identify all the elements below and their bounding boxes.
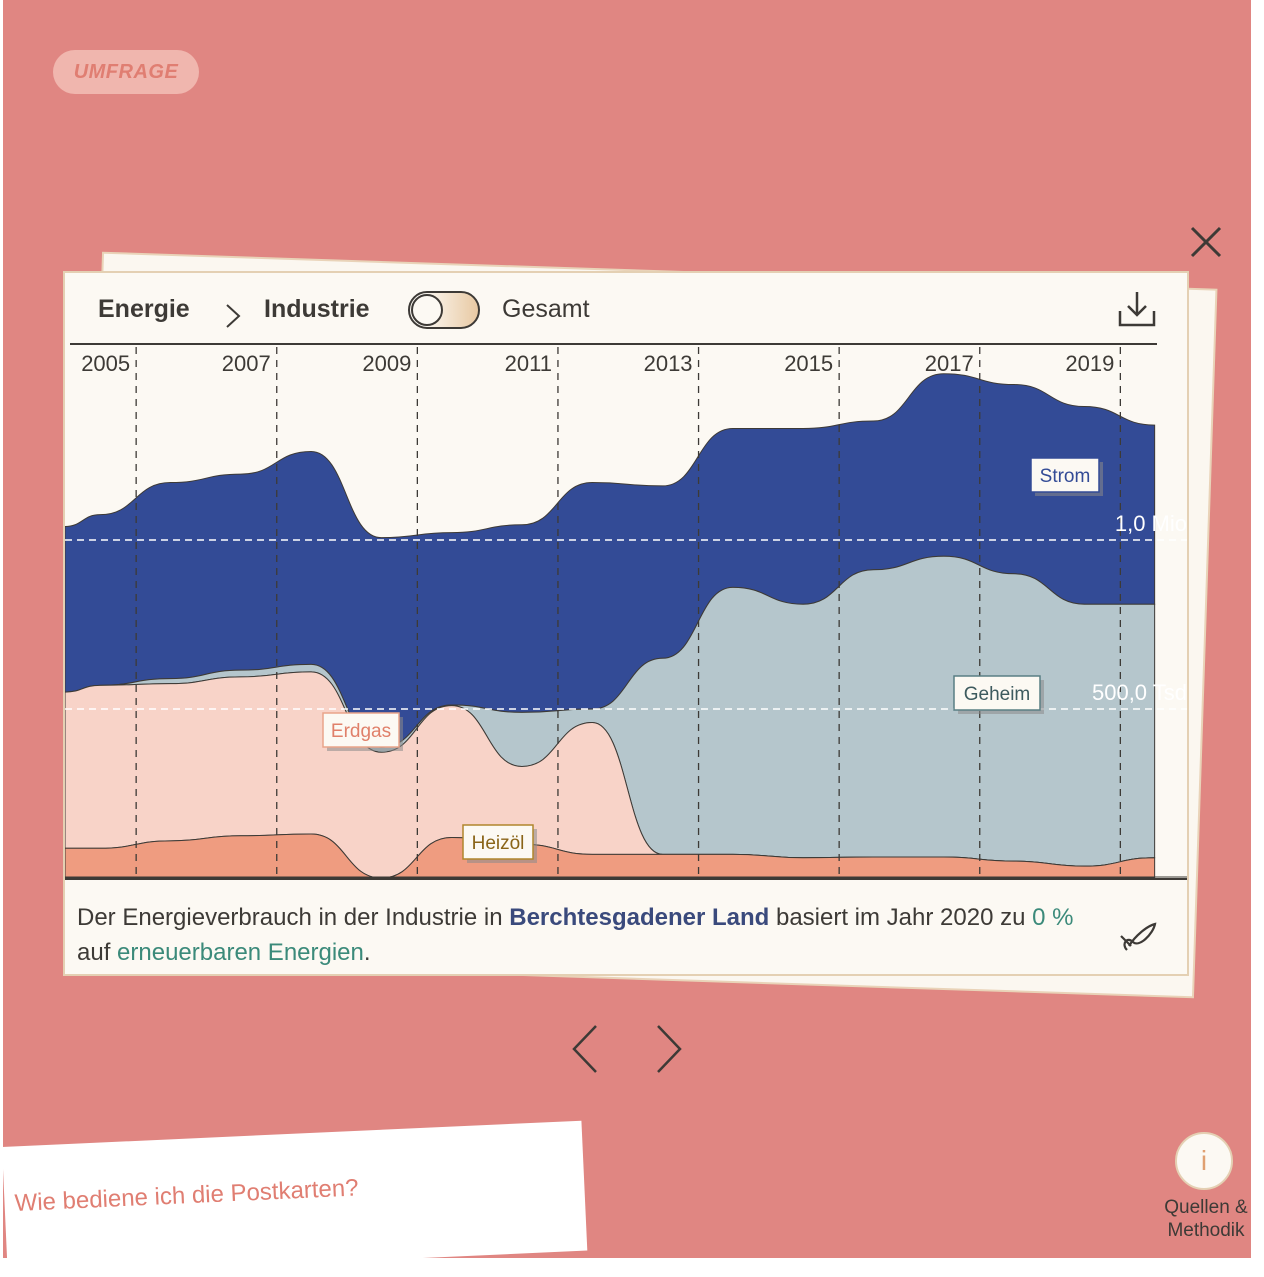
series-label-strom: Strom: [1030, 457, 1103, 496]
info-label-line-1: Quellen &: [1164, 1197, 1248, 1218]
download-icon[interactable]: [1115, 287, 1159, 331]
summary-part-1: Der Energieverbrauch in der Industrie in: [77, 904, 510, 931]
svg-text:Heizöl: Heizöl: [472, 833, 525, 854]
x-tick-label: 2007: [222, 351, 271, 376]
svg-text:Strom: Strom: [1040, 466, 1091, 487]
summary-part-2: basiert im Jahr 2020 zu: [769, 904, 1033, 931]
gesamt-toggle[interactable]: [408, 291, 480, 329]
svg-text:Erdgas: Erdgas: [331, 721, 391, 742]
renewable-percent: 0 %: [1032, 904, 1074, 931]
x-tick-label: 2015: [784, 351, 833, 376]
card-footer: Der Energieverbrauch in der Industrie in…: [65, 878, 1187, 976]
chevron-right-icon: [226, 304, 241, 328]
postcard: Energie Industrie Gesamt 2005 2007 2009 201…: [63, 271, 1189, 976]
y-tick-label: 500,0 Tsd: [1092, 680, 1187, 705]
summary-part-4: .: [363, 939, 371, 966]
series-label-heizoel: Heizöl: [462, 824, 537, 863]
summary-part-3: auf: [77, 939, 118, 966]
breadcrumb-industrie[interactable]: Industrie: [264, 295, 370, 323]
y-tick-label: 1,0 Mio: [1115, 511, 1187, 536]
x-tick-label: 2005: [81, 351, 130, 376]
renewable-term: erneuerbaren Energien: [117, 939, 364, 966]
card-header: Energie Industrie Gesamt: [65, 273, 1187, 345]
chevron-right-icon[interactable]: [648, 1022, 688, 1076]
close-icon[interactable]: [1184, 220, 1228, 264]
area-heizoel: [65, 833, 1156, 878]
summary-text: Der Energieverbrauch in der Industrie in…: [77, 900, 1087, 970]
region-name: Berchtesgadener Land: [509, 904, 770, 931]
x-tick-label: 2017: [925, 351, 974, 376]
sources-methodology-label[interactable]: Quellen & Methodik: [1150, 1196, 1262, 1242]
breadcrumb-energie[interactable]: Energie: [98, 295, 190, 323]
header-divider: [70, 343, 1157, 345]
x-tick-label: 2011: [505, 351, 552, 376]
info-label-line-2: Methodik: [1167, 1220, 1245, 1241]
x-tick-label: 2009: [362, 351, 411, 376]
umfrage-badge[interactable]: UMFRAGE: [53, 50, 199, 94]
svg-text:Geheim: Geheim: [964, 684, 1031, 705]
chevron-left-icon[interactable]: [566, 1022, 606, 1076]
share-icon[interactable]: [1117, 916, 1161, 960]
toggle-knob: [411, 294, 443, 326]
x-tick-label: 2019: [1065, 351, 1114, 376]
info-icon: i: [1200, 1145, 1208, 1176]
series-label-erdgas: Erdgas: [322, 712, 403, 751]
x-tick-label: 2013: [644, 351, 693, 376]
toggle-label: Gesamt: [502, 295, 590, 323]
info-button[interactable]: i: [1175, 1132, 1233, 1190]
energy-area-chart: 2005 2007 2009 2011 2013 2015 2017 2019 500,0 Ts…: [65, 347, 1187, 878]
series-label-geheim: Geheim: [953, 675, 1044, 714]
